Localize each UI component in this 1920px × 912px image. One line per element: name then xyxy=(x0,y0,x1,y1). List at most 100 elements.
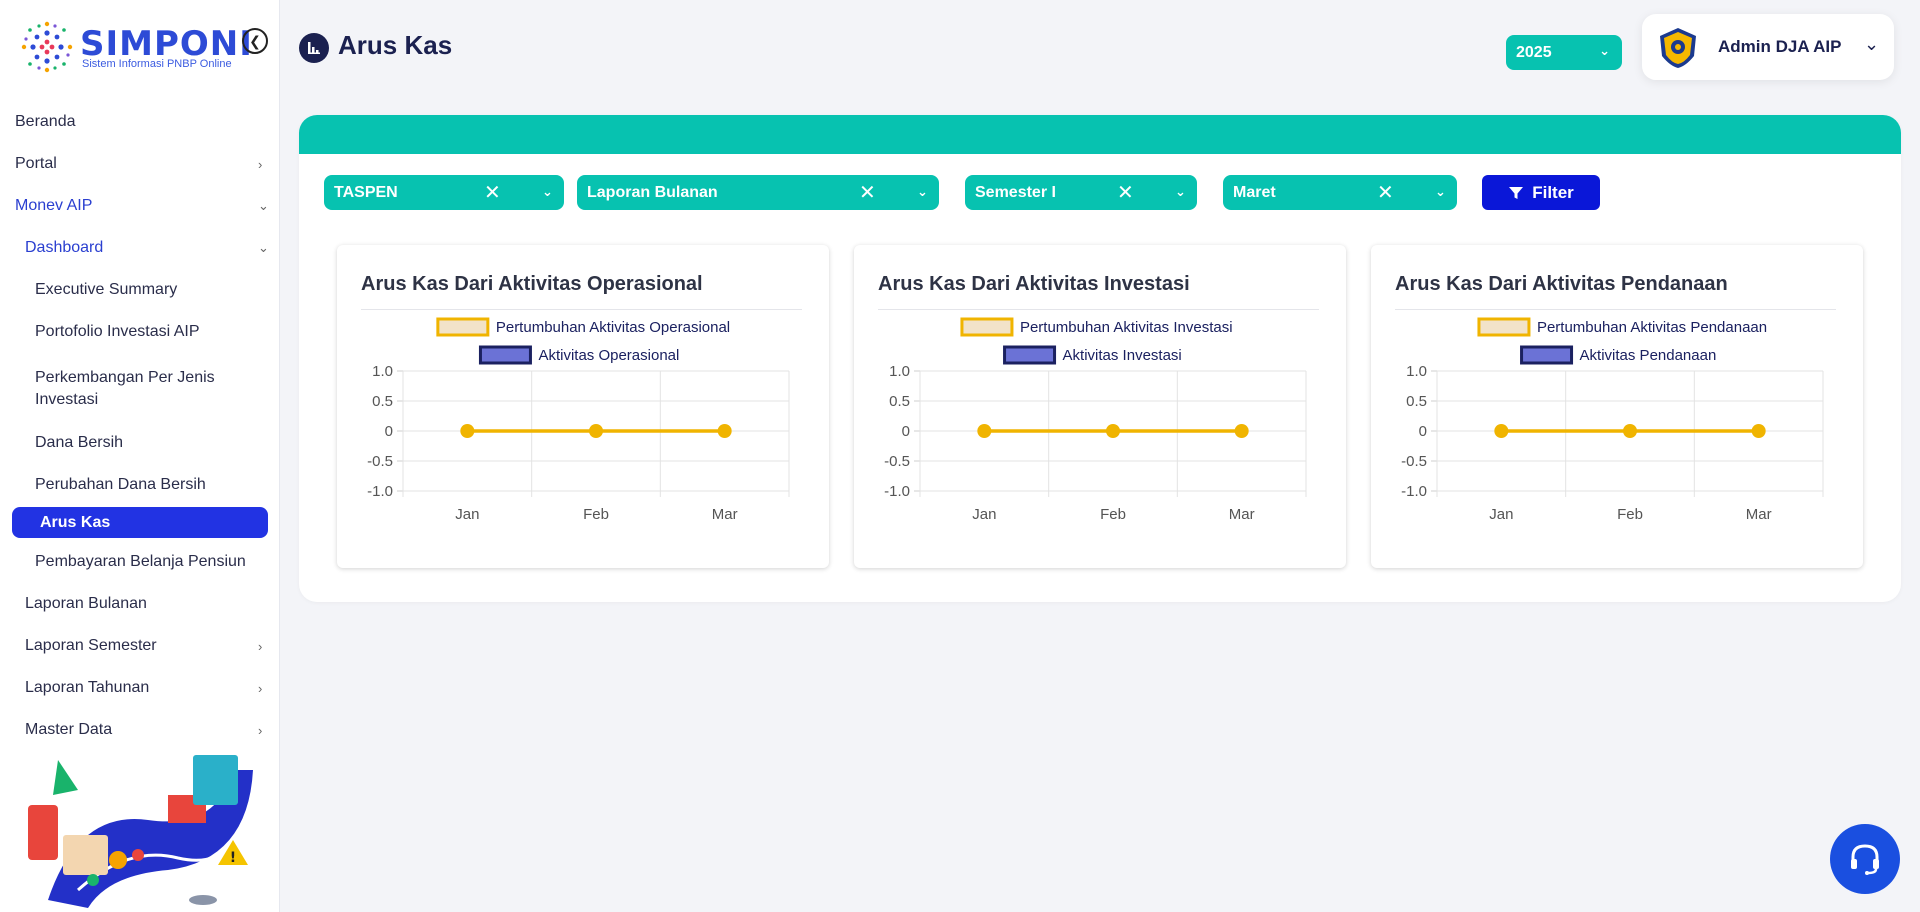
sidebar-item-dana-bersih[interactable]: Dana Bersih xyxy=(0,426,280,460)
sidebar-item-perubahan-dana-bersih[interactable]: Perubahan Dana Bersih xyxy=(0,468,280,502)
chart-card-operasional: Arus Kas Dari Aktivitas Operasional Pert… xyxy=(337,245,829,568)
data-point xyxy=(977,424,992,438)
legend-swatch xyxy=(478,345,532,365)
x-tick-label: Feb xyxy=(1617,506,1643,523)
sidebar-item-laporan-semester[interactable]: Laporan Semester › xyxy=(0,629,280,663)
sidebar-item-dashboard[interactable]: Dashboard ⌄ xyxy=(0,231,280,265)
legend-label: Pertumbuhan Aktivitas Investasi xyxy=(1020,319,1233,336)
y-tick-label: 0 xyxy=(902,423,910,440)
clear-icon[interactable]: ✕ xyxy=(484,182,501,204)
data-point xyxy=(1623,424,1637,438)
legend-label: Aktivitas Pendanaan xyxy=(1580,347,1717,364)
chevron-right-icon: › xyxy=(258,638,263,654)
chevron-down-icon: ⌄ xyxy=(1599,43,1610,58)
sidebar-item-portofolio[interactable]: Portofolio Investasi AIP xyxy=(0,315,280,349)
legend-label: Aktivitas Investasi xyxy=(1063,347,1182,364)
sidebar-item-pembayaran-belanja-pensiun[interactable]: Pembayaran Belanja Pensiun xyxy=(0,545,280,579)
legend-swatch xyxy=(1477,317,1531,337)
legend-swatch xyxy=(960,317,1014,337)
month-select[interactable]: Maret ✕ ⌄ xyxy=(1223,175,1457,210)
sidebar-item-label: Beranda xyxy=(15,113,76,130)
sidebar-item-executive-summary[interactable]: Executive Summary xyxy=(0,273,280,307)
data-point xyxy=(1106,424,1120,438)
chart-operasional: Pertumbuhan Aktivitas Operasional Aktivit… xyxy=(367,317,790,523)
chevron-down-icon: ⌄ xyxy=(258,240,269,255)
year-select-value: 2025 xyxy=(1516,44,1552,61)
sidebar-item-laporan-bulanan[interactable]: Laporan Bulanan xyxy=(0,587,280,621)
divider xyxy=(878,309,1319,310)
sidebar-item-label: Master Data xyxy=(25,721,113,738)
chevron-down-icon: ⌄ xyxy=(1864,34,1880,54)
semester-select-value: Semester I xyxy=(975,184,1056,201)
y-tick-label: -0.5 xyxy=(367,453,393,470)
semester-select[interactable]: Semester I ✕ ⌄ xyxy=(965,175,1197,210)
data-point xyxy=(1751,424,1766,438)
legend-swatch xyxy=(436,317,490,337)
y-tick-label: 0.5 xyxy=(372,393,393,410)
sidebar-item-label: Portal xyxy=(15,155,57,172)
sidebar-item-monev-aip[interactable]: Monev AIP ⌄ xyxy=(0,189,280,223)
kemenkeu-emblem-icon xyxy=(1660,28,1696,68)
report-type-select-value: Laporan Bulanan xyxy=(587,184,718,201)
sidebar-item-arus-kas[interactable]: Arus Kas xyxy=(12,507,268,538)
divider xyxy=(1395,309,1836,310)
panel-header-bar xyxy=(299,115,1901,154)
chevron-left-icon: ❮ xyxy=(249,32,261,49)
y-tick-label: -1.0 xyxy=(884,483,910,500)
decorative-illustration: ! xyxy=(28,755,253,908)
legend-label: Pertumbuhan Aktivitas Pendanaan xyxy=(1537,319,1767,336)
filter-button-label: Filter xyxy=(1532,182,1574,202)
help-support-button[interactable] xyxy=(1830,824,1900,894)
y-tick-label: -0.5 xyxy=(884,453,910,470)
clear-icon[interactable]: ✕ xyxy=(1377,182,1394,204)
sidebar-item-laporan-tahunan[interactable]: Laporan Tahunan › xyxy=(0,671,280,705)
year-select[interactable]: 2025 ⌄ xyxy=(1506,35,1622,70)
data-point xyxy=(460,424,475,438)
clear-icon[interactable]: ✕ xyxy=(859,182,876,204)
y-tick-label: -1.0 xyxy=(367,483,393,500)
sidebar-item-master-data[interactable]: Master Data › xyxy=(0,713,280,747)
chart-title: Arus Kas Dari Aktivitas Operasional xyxy=(361,273,703,295)
y-tick-label: 1.0 xyxy=(1406,363,1427,380)
x-tick-label: Feb xyxy=(583,506,609,523)
sidebar-item-label: Laporan Bulanan xyxy=(25,595,147,612)
y-tick-label: 1.0 xyxy=(889,363,910,380)
sidebar-item-label: Dana Bersih xyxy=(35,434,124,451)
sidebar-item-label: Dashboard xyxy=(25,239,104,256)
brand-logo[interactable]: SIMPONI Sistem Informasi PNBP Online xyxy=(18,18,252,78)
sidebar-item-label: Laporan Semester xyxy=(25,637,157,654)
y-tick-label: 0.5 xyxy=(1406,393,1427,410)
chart-investasi: Pertumbuhan Aktivitas Investasi Aktivitas… xyxy=(884,317,1307,523)
y-tick-label: -0.5 xyxy=(1401,453,1427,470)
x-tick-label: Jan xyxy=(972,506,996,523)
chart-card-pendanaan: Arus Kas Dari Aktivitas Pendanaan Pertum… xyxy=(1371,245,1863,568)
sidebar-item-label: Perkembangan Per Jenis Investasi xyxy=(35,369,215,408)
chevron-down-icon: ⌄ xyxy=(1435,184,1446,199)
sidebar-item-perkembangan[interactable]: Perkembangan Per Jenis Investasi xyxy=(0,367,280,415)
x-tick-label: Jan xyxy=(455,506,479,523)
collapse-sidebar-button[interactable]: ❮ xyxy=(242,28,268,54)
entity-select-value: TASPEN xyxy=(334,184,398,201)
chart-pendanaan: Pertumbuhan Aktivitas Pendanaan Aktivitas… xyxy=(1401,317,1824,523)
report-type-select[interactable]: Laporan Bulanan ✕ ⌄ xyxy=(577,175,939,210)
chevron-right-icon: › xyxy=(258,722,263,738)
user-menu[interactable]: Admin DJA AIP ⌄ xyxy=(1642,14,1894,80)
filter-button[interactable]: Filter xyxy=(1482,175,1600,210)
sidebar-item-label: Pembayaran Belanja Pensiun xyxy=(35,553,246,570)
divider xyxy=(361,309,802,310)
y-tick-label: -1.0 xyxy=(1401,483,1427,500)
sidebar-item-portal[interactable]: Portal › xyxy=(0,147,280,181)
simponi-logo-icon xyxy=(21,21,73,73)
chevron-right-icon: › xyxy=(258,680,263,696)
data-point xyxy=(1494,424,1509,438)
entity-select[interactable]: TASPEN ✕ ⌄ xyxy=(324,175,564,210)
headset-icon xyxy=(1851,844,1879,875)
chevron-down-icon: ⌄ xyxy=(917,184,928,199)
chevron-down-icon: ⌄ xyxy=(1175,184,1186,199)
sidebar-item-beranda[interactable]: Beranda xyxy=(0,105,280,139)
user-name: Admin DJA AIP xyxy=(1718,37,1842,56)
chart-icon xyxy=(308,42,320,54)
cashflow-page-icon xyxy=(299,33,329,63)
legend-swatch xyxy=(1520,345,1574,365)
clear-icon[interactable]: ✕ xyxy=(1117,182,1134,204)
